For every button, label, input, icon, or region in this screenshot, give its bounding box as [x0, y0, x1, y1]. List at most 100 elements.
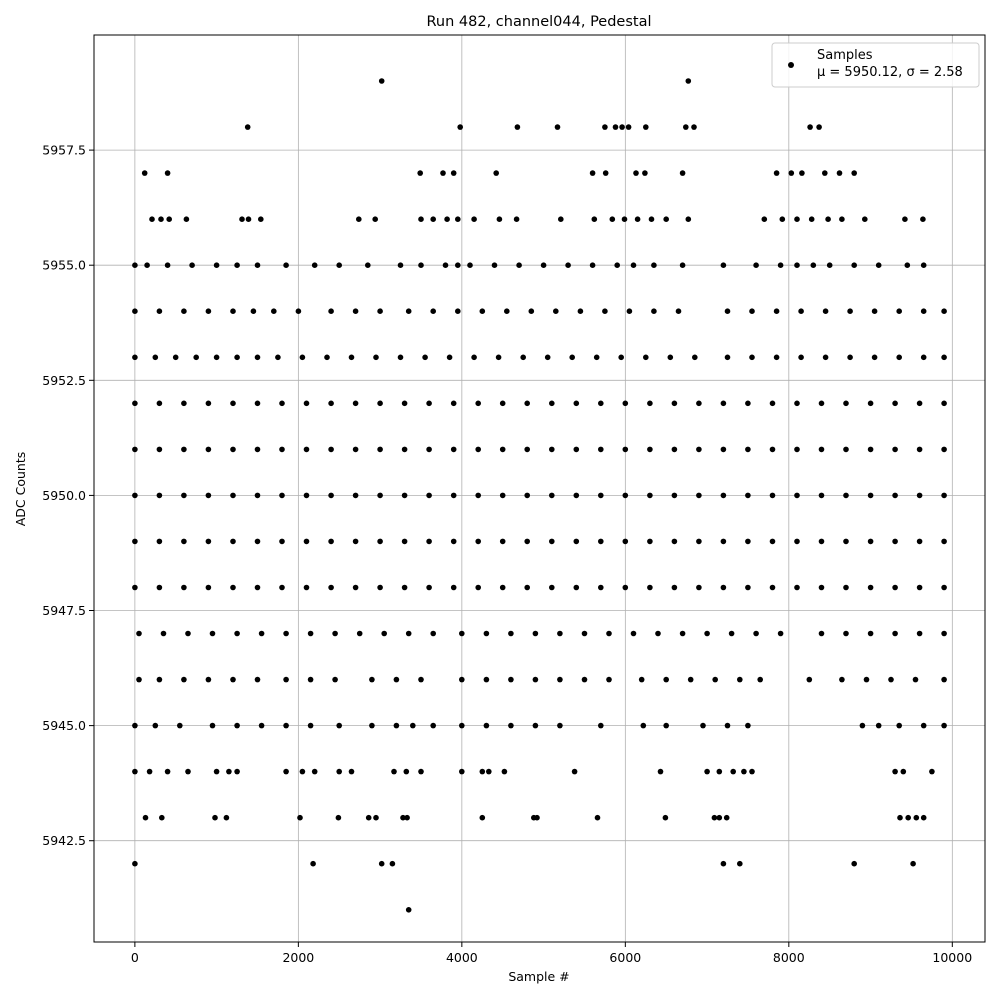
- data-point: [377, 584, 383, 591]
- legend: Samples μ = 5950.12, σ = 2.58: [771, 42, 980, 88]
- data-point: [144, 262, 150, 269]
- data-point: [172, 354, 179, 361]
- data-point: [749, 768, 755, 775]
- data-point: [234, 354, 240, 361]
- data-point: [769, 400, 776, 407]
- data-point: [867, 538, 874, 545]
- data-point: [862, 216, 868, 222]
- data-point: [843, 492, 849, 499]
- data-point: [913, 814, 920, 821]
- data-point: [459, 722, 465, 729]
- data-point: [749, 354, 755, 361]
- data-point: [223, 814, 230, 821]
- data-point: [630, 262, 637, 269]
- data-point: [847, 308, 853, 315]
- data-point: [430, 308, 437, 315]
- data-point: [749, 308, 755, 315]
- data-point: [761, 216, 768, 222]
- data-point: [807, 124, 813, 130]
- data-point: [916, 400, 923, 407]
- data-point: [132, 400, 138, 407]
- data-point: [696, 538, 702, 545]
- data-point: [557, 722, 563, 729]
- data-point: [779, 216, 786, 222]
- data-point: [549, 538, 555, 545]
- data-point: [513, 216, 520, 222]
- data-point: [250, 308, 257, 315]
- data-point: [929, 768, 935, 775]
- data-point: [720, 400, 727, 407]
- data-point: [352, 584, 359, 591]
- data-point: [687, 676, 694, 683]
- data-point: [365, 814, 372, 821]
- grid-lines: [94, 35, 985, 942]
- data-point: [777, 630, 784, 637]
- data-point: [892, 538, 898, 545]
- data-point: [471, 216, 477, 222]
- data-point: [614, 262, 620, 269]
- data-point: [769, 492, 776, 499]
- data-point: [455, 308, 461, 315]
- data-point: [310, 860, 316, 867]
- data-point: [621, 216, 628, 222]
- data-point: [843, 630, 849, 637]
- data-point: [205, 538, 212, 545]
- data-point: [573, 446, 580, 453]
- data-point: [283, 630, 289, 637]
- data-point: [279, 584, 285, 591]
- data-point: [941, 492, 947, 499]
- data-point: [663, 722, 669, 729]
- data-point: [475, 492, 482, 499]
- data-point: [356, 630, 363, 637]
- data-point: [205, 308, 212, 315]
- data-point: [467, 262, 473, 269]
- data-point: [651, 262, 657, 269]
- data-point: [606, 630, 612, 637]
- data-point: [571, 768, 578, 775]
- data-point: [643, 124, 649, 130]
- data-point: [307, 676, 314, 683]
- data-point: [336, 722, 343, 729]
- data-point: [440, 170, 446, 176]
- data-point: [851, 860, 857, 867]
- data-point: [671, 584, 678, 591]
- data-point: [671, 446, 678, 453]
- data-point: [152, 354, 159, 361]
- y-axis-label: ADC Counts: [13, 452, 28, 527]
- data-point: [788, 170, 795, 176]
- data-point: [640, 722, 647, 729]
- data-point: [391, 768, 397, 775]
- data-point: [450, 400, 457, 407]
- data-point: [773, 170, 780, 176]
- data-point: [549, 446, 555, 453]
- data-point: [508, 722, 514, 729]
- data-point: [205, 676, 212, 683]
- legend-label: Samples: [817, 48, 873, 63]
- data-point: [426, 400, 432, 407]
- data-point: [245, 216, 252, 222]
- data-point: [205, 492, 212, 499]
- data-point: [598, 400, 604, 407]
- y-axis-ticks: 5942.5 5945.0 5947.5 5950.0 5952.5 5955.0 5957…: [42, 143, 94, 848]
- data-point: [495, 354, 502, 361]
- data-point: [818, 630, 825, 637]
- data-point: [798, 354, 804, 361]
- data-point: [745, 722, 751, 729]
- scatter-points: [132, 78, 947, 913]
- data-point: [777, 262, 784, 269]
- data-point: [156, 400, 163, 407]
- data-point: [444, 216, 450, 222]
- data-point: [867, 492, 874, 499]
- data-point: [311, 768, 318, 775]
- data-point: [892, 630, 898, 637]
- data-point: [549, 492, 555, 499]
- data-point: [426, 538, 432, 545]
- data-point: [401, 584, 408, 591]
- data-point: [401, 538, 408, 545]
- data-point: [279, 446, 285, 453]
- data-point: [663, 216, 669, 222]
- data-point: [622, 400, 629, 407]
- data-point: [843, 400, 849, 407]
- data-point: [181, 400, 187, 407]
- data-point: [479, 768, 486, 775]
